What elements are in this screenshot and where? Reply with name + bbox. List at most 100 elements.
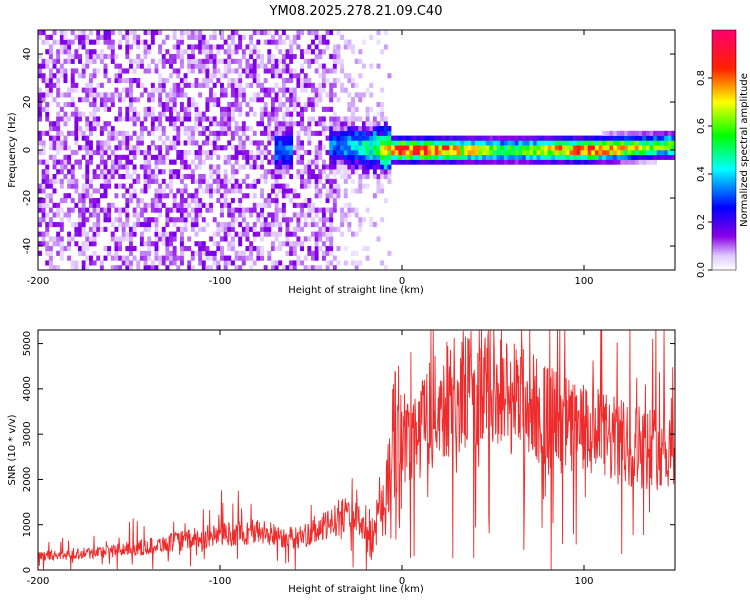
- heatmap-cell: [281, 212, 286, 218]
- heatmap-cell: [209, 73, 214, 79]
- heatmap-cell: [114, 116, 119, 122]
- heatmap-cell: [238, 150, 243, 156]
- heatmap-cell: [230, 198, 235, 204]
- heatmap-cell: [281, 164, 286, 170]
- heatmap-cell: [96, 121, 101, 127]
- heatmap-cell: [278, 39, 283, 45]
- heatmap-cell: [227, 241, 232, 247]
- heatmap-cell: [649, 135, 654, 141]
- heatmap-cell: [136, 260, 141, 266]
- heatmap-cell: [81, 30, 86, 36]
- heatmap-cell: [96, 150, 101, 156]
- heatmap-cell: [340, 154, 345, 160]
- heatmap-cell: [358, 260, 363, 266]
- heatmap-cell: [351, 159, 355, 165]
- heatmap-cell: [664, 140, 669, 146]
- heatmap-cell: [653, 130, 658, 136]
- heatmap-cell: [194, 82, 199, 88]
- heatmap-cell: [238, 222, 243, 228]
- heatmap-cell: [456, 140, 461, 146]
- heatmap-cell: [398, 135, 403, 141]
- heatmap-cell: [238, 126, 243, 132]
- heatmap-cell: [551, 135, 556, 141]
- heatmap-cell: [85, 39, 90, 45]
- heatmap-cell: [402, 140, 406, 146]
- heatmap-cell: [158, 82, 163, 88]
- heatmap-cell: [536, 135, 541, 141]
- heatmap-cell: [150, 217, 155, 223]
- heatmap-cell: [198, 198, 203, 204]
- heatmap-cell: [372, 174, 377, 180]
- heatmap-cell: [194, 102, 199, 108]
- heatmap-cell: [340, 68, 345, 74]
- heatmap-cell: [48, 34, 53, 40]
- heatmap-cell: [45, 164, 50, 170]
- heatmap-cell: [383, 44, 388, 50]
- heatmap-cell: [74, 111, 79, 117]
- heatmap-cell: [238, 63, 243, 69]
- heatmap-cell: [318, 49, 323, 55]
- heatmap-cell: [580, 140, 585, 146]
- heatmap-cell: [569, 145, 574, 151]
- heatmap-cell: [143, 169, 148, 175]
- heatmap-cell: [223, 106, 228, 112]
- heatmap-cell: [412, 140, 417, 146]
- heatmap-cell: [223, 111, 228, 117]
- heatmap-cell: [107, 92, 112, 98]
- heatmap-cell: [118, 44, 123, 50]
- heatmap-cell: [260, 97, 264, 103]
- heatmap-cell: [85, 126, 90, 132]
- heatmap-cell: [103, 121, 108, 127]
- heatmap-cell: [198, 183, 203, 189]
- heatmap-cell: [114, 145, 119, 151]
- heatmap-cell: [220, 250, 224, 256]
- heatmap-cell: [620, 130, 625, 136]
- heatmap-cell: [391, 135, 396, 141]
- heatmap-cell: [438, 159, 443, 165]
- heatmap-cell: [569, 154, 574, 160]
- heatmap-cell: [336, 49, 341, 55]
- heatmap-cell: [234, 58, 239, 64]
- heatmap-cell: [59, 34, 64, 40]
- heatmap-cell: [139, 241, 144, 247]
- heatmap-cell: [70, 207, 75, 213]
- heatmap-cell: [270, 231, 275, 237]
- heatmap-cell: [187, 260, 192, 266]
- heatmap-cell: [587, 159, 592, 165]
- heatmap-cell: [129, 241, 133, 247]
- heatmap-cell: [70, 265, 75, 270]
- heatmap-cell: [241, 130, 246, 136]
- heatmap-cell: [347, 106, 352, 112]
- heatmap-cell: [85, 97, 90, 103]
- heatmap-cell: [194, 154, 199, 160]
- heatmap-cell: [158, 236, 163, 242]
- heatmap-cell: [187, 130, 192, 136]
- heatmap-cell: [238, 250, 243, 256]
- heatmap-cell: [48, 183, 53, 189]
- heatmap-cell: [423, 140, 428, 146]
- heatmap-cell: [41, 236, 46, 242]
- heatmap-cell: [205, 39, 210, 45]
- heatmap-cell: [285, 68, 290, 74]
- heatmap-cell: [63, 68, 68, 74]
- heatmap-cell: [303, 78, 308, 84]
- heatmap-cell: [245, 150, 250, 156]
- heatmap-cell: [96, 198, 101, 204]
- heatmap-cell: [514, 150, 519, 156]
- heatmap-cell: [300, 111, 305, 117]
- y-tick-label: 3000: [22, 421, 33, 446]
- heatmap-cell: [121, 78, 126, 84]
- heatmap-cell: [281, 30, 286, 36]
- heatmap-cell: [230, 58, 235, 64]
- heatmap-cell: [56, 207, 61, 213]
- heatmap-cell: [78, 159, 82, 165]
- heatmap-cell: [318, 54, 323, 60]
- heatmap-cell: [114, 78, 119, 84]
- heatmap-cell: [216, 58, 221, 64]
- heatmap-cell: [358, 178, 363, 184]
- heatmap-cell: [285, 236, 290, 242]
- heatmap-cell: [96, 30, 101, 36]
- heatmap-cell: [296, 34, 301, 40]
- heatmap-cell: [230, 135, 235, 141]
